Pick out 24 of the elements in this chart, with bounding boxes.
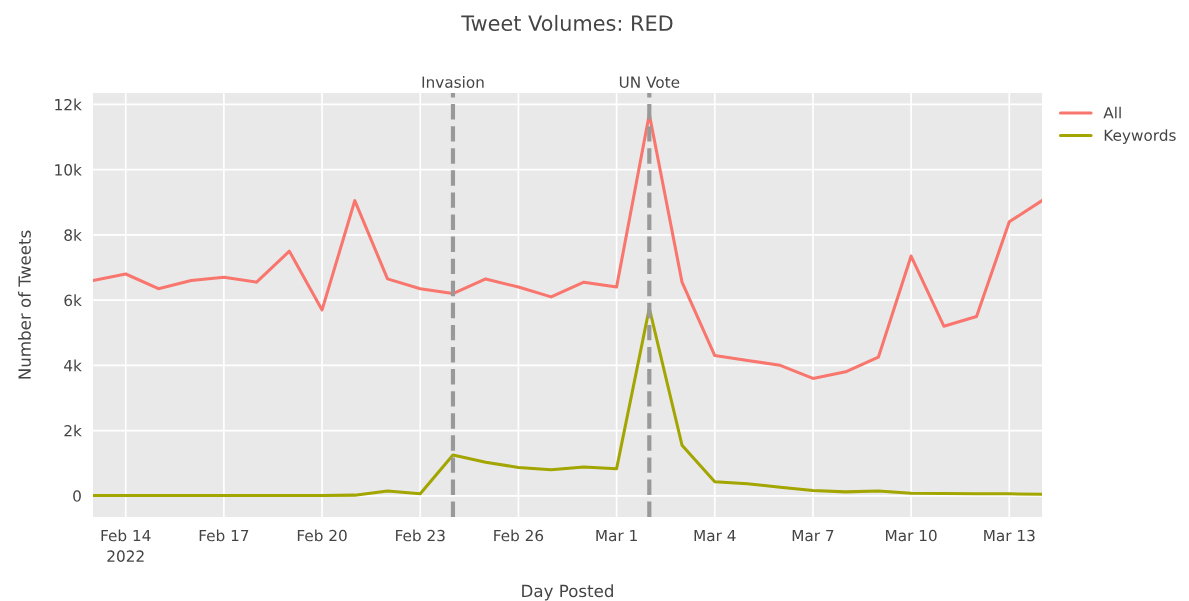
legend-label: Keywords [1104,129,1176,144]
legend-label: All [1103,106,1121,119]
x-tick-label: Mar 1 [596,529,637,542]
x-tick-label: Feb 17 [199,529,249,542]
x-tick-label: Mar 13 [984,529,1035,542]
x-axis-title: Day Posted [522,584,613,601]
x-tick-label: Mar 4 [694,529,736,542]
y-tick-label: 2k [64,424,82,437]
x-tick-label: Feb 14 2022 [101,529,151,562]
chart-title: Tweet Volumes: RED [461,14,673,32]
x-tick-label: Mar 10 [886,529,937,542]
ref-line-label: UN Vote [619,76,680,88]
y-tick-label: 6k [64,294,82,307]
y-tick-label: 12k [55,98,82,111]
y-axis-title: Number of Tweets [18,230,31,379]
x-tick-label: Feb 20 [297,529,347,542]
x-tick-label: Mar 7 [792,529,834,542]
y-tick-label: 8k [64,229,82,241]
x-tick-label: Feb 26 [494,529,544,542]
y-tick-label: 10k [55,163,82,176]
x-tick-label: Feb 23 [396,529,445,542]
y-tick-label: 4k [64,359,82,372]
y-tick-label: 0 [73,490,81,502]
ref-line-label: Invasion [422,76,484,88]
